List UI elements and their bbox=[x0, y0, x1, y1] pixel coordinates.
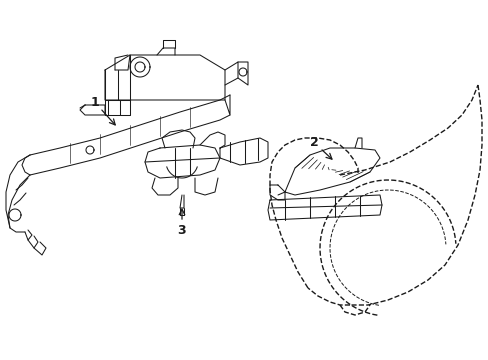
Text: 3: 3 bbox=[177, 224, 186, 237]
Text: 2: 2 bbox=[309, 135, 318, 148]
Text: 1: 1 bbox=[90, 95, 99, 108]
